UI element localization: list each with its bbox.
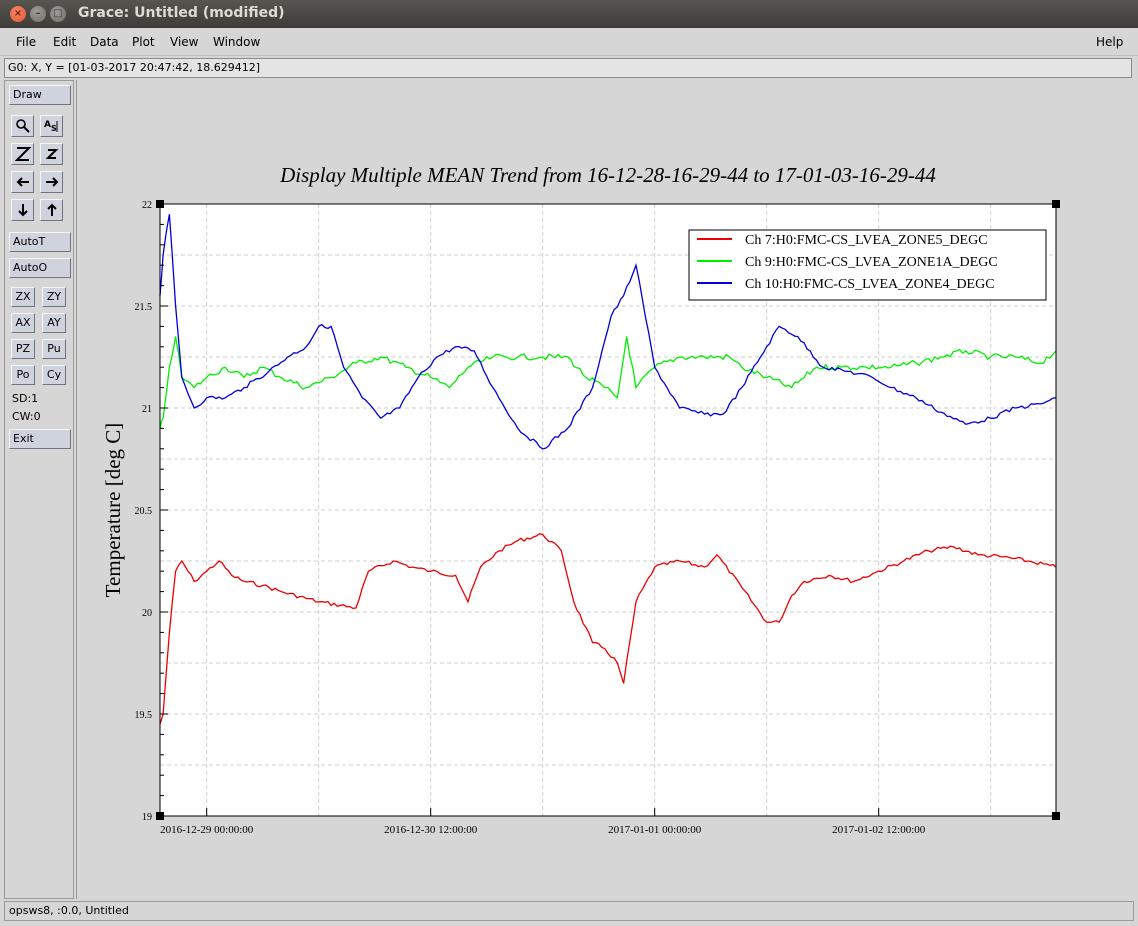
autoo-button[interactable]: AutoO: [9, 258, 71, 278]
cw-label: CW:0: [12, 410, 41, 423]
x-tick-labels: 2016-12-29 00:00:00 2016-12-30 12:00:00 20…: [160, 808, 926, 836]
shift-left-icon[interactable]: [11, 171, 34, 193]
menu-plot[interactable]: Plot: [132, 35, 155, 49]
chart-title: Display Multiple MEAN Trend from 16-12-2…: [279, 163, 936, 187]
zoom-icon[interactable]: [11, 115, 34, 137]
shift-down-icon[interactable]: [11, 199, 34, 221]
zoom-in-z-icon[interactable]: [11, 143, 34, 165]
menu-help[interactable]: Help: [1096, 35, 1124, 49]
y-tick-label: 22: [142, 200, 152, 211]
legend-entry: Ch 9:H0:FMC-CS_LVEA_ZONE1A_DEGC: [745, 255, 998, 270]
menu-data[interactable]: Data: [90, 35, 119, 49]
shift-up-icon[interactable]: [40, 199, 63, 221]
x-tick-label: 2016-12-29 00:00:00: [160, 824, 254, 836]
po-button[interactable]: Po: [11, 365, 35, 385]
title-bar: × – □ Grace: Untitled (modified): [0, 0, 1138, 28]
shift-right-icon[interactable]: [40, 171, 63, 193]
menu-edit[interactable]: Edit: [53, 35, 77, 49]
cy-button[interactable]: Cy: [42, 365, 66, 385]
legend-entry: Ch 10:H0:FMC-CS_LVEA_ZONE4_DEGC: [745, 277, 995, 292]
graph-corner-handle: [1052, 200, 1060, 208]
y-tick-label: 20.5: [135, 506, 153, 517]
x-tick-label: 2017-01-02 12:00:00: [832, 824, 926, 836]
svg-text:S: S: [51, 124, 57, 133]
svg-text:A: A: [44, 120, 51, 130]
grid: [160, 204, 1056, 816]
y-tick-label: 19.5: [135, 710, 153, 721]
x-tick-label: 2016-12-30 12:00:00: [384, 824, 478, 836]
pu-button[interactable]: Pu: [42, 339, 66, 359]
exit-button[interactable]: Exit: [9, 429, 71, 449]
y-tick-label: 19: [142, 812, 152, 823]
sd-label: SD:1: [12, 392, 39, 405]
y-tick-labels: 19 19.5 20 20.5 21 21.5 22: [135, 200, 168, 823]
legend-box: [688, 229, 1047, 301]
chart: 19 19.5 20 20.5 21 21.5 22 2016-12-29 00:00:00…: [77, 80, 1135, 899]
ay-button[interactable]: AY: [42, 313, 66, 333]
close-window-button[interactable]: ×: [10, 6, 26, 22]
draw-button[interactable]: Draw: [9, 85, 71, 105]
y-tick-label: 21.5: [135, 302, 153, 313]
x-tick-label: 2017-01-01 00:00:00: [608, 824, 702, 836]
series-lines: [159, 214, 1057, 725]
zoom-out-z-icon[interactable]: [40, 143, 63, 165]
series-line-3: [159, 214, 1057, 450]
menu-window[interactable]: Window: [213, 35, 261, 49]
legend[interactable]: Ch 7:H0:FMC-CS_LVEA_ZONE5_DEGC Ch 9:H0:FM…: [688, 229, 1047, 301]
window-title: Grace: Untitled (modified): [78, 5, 285, 21]
menu-file[interactable]: File: [16, 35, 37, 49]
menu-view[interactable]: View: [170, 35, 199, 49]
y-axis-label: Temperature [deg C]: [101, 423, 125, 598]
pz-button[interactable]: PZ: [11, 339, 35, 359]
series-line-2: [159, 336, 1057, 429]
menu-bar: File Edit Data Plot View Window Help: [0, 28, 1138, 56]
status-bar: opsws8, :0.0, Untitled: [4, 901, 1134, 921]
zy-button[interactable]: ZY: [42, 287, 66, 307]
autot-button[interactable]: AutoT: [9, 232, 71, 252]
series-line-1: [159, 532, 1057, 725]
maximize-window-button[interactable]: □: [50, 6, 66, 22]
y-tick-label: 20: [142, 608, 152, 619]
minimize-window-button[interactable]: –: [30, 6, 46, 22]
ax-button[interactable]: AX: [11, 313, 35, 333]
coordinate-readout: G0: X, Y = [01-03-2017 20:47:42, 18.6294…: [4, 58, 1132, 78]
drawing-canvas[interactable]: 19 19.5 20 20.5 21 21.5 22 2016-12-29 00:00:00…: [76, 80, 1135, 899]
zx-button[interactable]: ZX: [11, 287, 35, 307]
y-tick-label: 21: [142, 404, 152, 415]
legend-entry: Ch 7:H0:FMC-CS_LVEA_ZONE5_DEGC: [745, 233, 988, 248]
graph-corner-handle: [1052, 812, 1060, 820]
